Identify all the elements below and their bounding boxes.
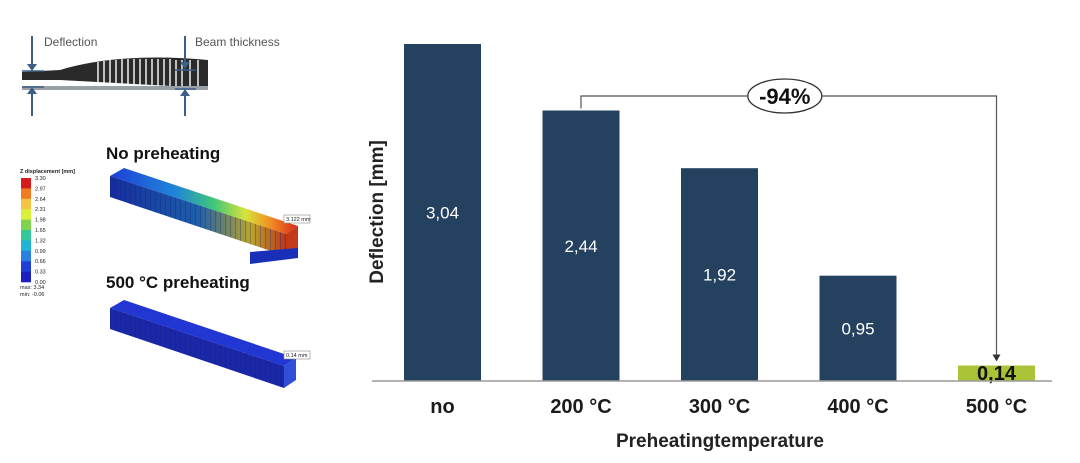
legend-tick-label: 2.64	[35, 197, 46, 203]
simulation-500-preheating: 500 °C preheating 0.14 mm	[106, 273, 311, 388]
callout-500: 0.14 mm	[286, 353, 308, 359]
legend-swatch	[21, 219, 31, 231]
beam-diagram: Deflection Beam thickness	[22, 35, 280, 116]
annotation-label: -94%	[759, 84, 810, 109]
beam-top-no-preheating	[110, 168, 298, 234]
bar-value-label: 0,95	[841, 319, 874, 338]
beam-fins	[97, 59, 199, 88]
legend-swatch	[21, 188, 31, 200]
no-preheating-title: No preheating	[106, 144, 220, 163]
bar	[681, 168, 758, 381]
legend-swatch	[21, 198, 31, 210]
legend-swatch	[21, 240, 31, 252]
legend-tick-label: 2.97	[35, 186, 46, 192]
category-label: 200 °C	[550, 396, 611, 418]
base-plate	[22, 86, 208, 90]
simulation-no-preheating: No preheating 3.122 mm	[106, 144, 311, 264]
bar-chart: Deflection [mm] 3,04 2,44 1,92 0,95 0,14 no 2…	[367, 44, 1052, 452]
legend-swatch	[21, 261, 31, 272]
category-labels: no 200 °C 300 °C 400 °C 500 °C	[430, 396, 1027, 418]
category-label: no	[430, 396, 454, 418]
legend-max: max: 3.34	[20, 285, 44, 291]
deflection-label: Deflection	[44, 35, 97, 49]
legend-tick-label: 1.32	[35, 238, 46, 244]
legend-swatch	[21, 178, 31, 189]
legend-tick-label: 1.65	[35, 228, 46, 234]
x-axis-title: Preheatingtemperature	[616, 431, 824, 452]
color-legend: Z displacement [mm] 3.30 2.97 2.64 2.31 1.98…	[20, 169, 75, 298]
beam-shape	[22, 57, 208, 88]
y-axis-title: Deflection [mm]	[367, 140, 388, 284]
beam-end-500	[284, 358, 296, 388]
legend-tick-label: 0.00	[35, 280, 46, 286]
bars	[404, 44, 1035, 381]
bar	[958, 365, 1035, 381]
beam-top-500	[110, 300, 296, 366]
annotation-ellipse	[747, 78, 823, 114]
preheating-500-title: 500 °C preheating	[106, 273, 250, 292]
deflection-arrow-up-icon	[27, 87, 37, 94]
bar-value-label: 3,04	[426, 204, 459, 223]
legend-swatch	[21, 271, 31, 283]
deflection-arrow-down-icon	[27, 64, 37, 71]
legend-title: Z displacement [mm]	[20, 169, 75, 175]
legend-swatch	[21, 209, 31, 220]
legend-swatch	[21, 230, 31, 241]
annotation-arrow-icon	[992, 354, 1001, 362]
bar	[404, 44, 481, 381]
category-label: 300 °C	[689, 396, 750, 418]
legend-tick-label: 0.66	[35, 259, 46, 265]
legend-tick-label: 0.99	[35, 249, 46, 255]
legend-swatches	[21, 178, 31, 283]
legend-tick-label: 1.98	[35, 218, 46, 224]
callout-no-preheating: 3.122 mm	[286, 217, 311, 223]
bar	[542, 110, 620, 381]
bar-value-label: 1,92	[703, 266, 736, 285]
legend-tick-label: 3.30	[35, 176, 46, 182]
reduction-annotation: -94%	[580, 78, 1001, 362]
thickness-arrow-down-icon	[180, 62, 190, 69]
legend-swatch	[21, 250, 31, 262]
bar-value-label: 2,44	[564, 237, 597, 256]
bar	[819, 275, 897, 381]
beam-thickness-label: Beam thickness	[195, 35, 280, 49]
category-label: 400 °C	[827, 396, 888, 418]
legend-tick-label: 0.33	[35, 270, 46, 276]
bar-value-label: 0,14	[977, 363, 1017, 385]
legend-labels: 3.30 2.97 2.64 2.31 1.98 1.65 1.32 0.99 0.66 0.33…	[35, 176, 46, 286]
legend-tick-label: 2.31	[35, 207, 46, 213]
legend-min: min: -0.06	[20, 292, 44, 298]
value-labels: 3,04 2,44 1,92 0,95 0,14	[426, 204, 1017, 386]
category-label: 500 °C	[966, 396, 1027, 418]
annotation-bracket	[580, 95, 998, 356]
baseplate-no-preheating	[250, 248, 298, 264]
thickness-arrow-up-icon	[180, 89, 190, 96]
